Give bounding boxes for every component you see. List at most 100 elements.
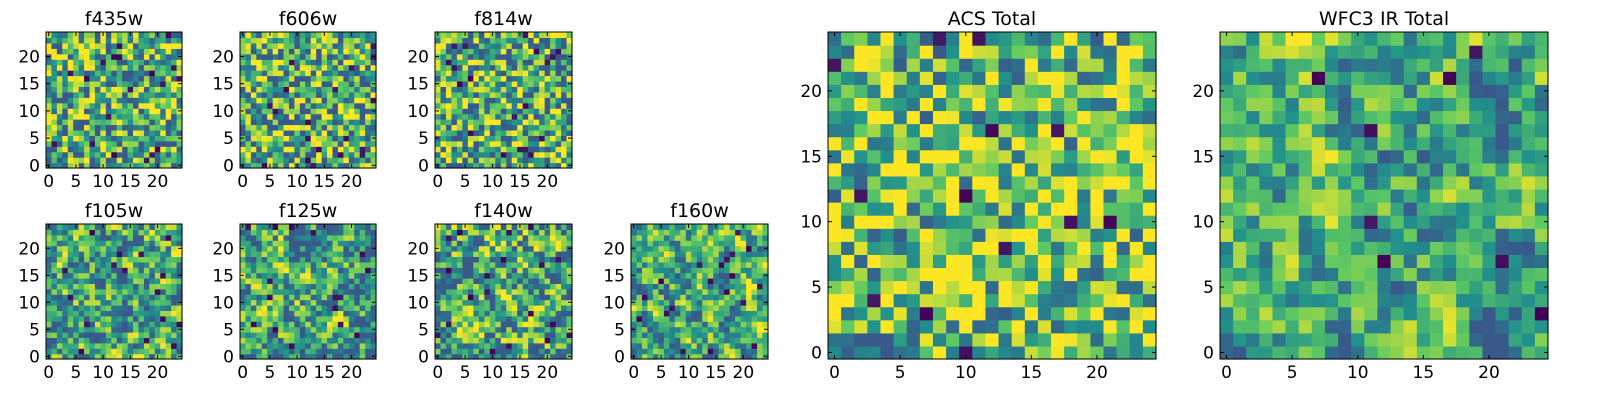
heatmap-cell [256,251,263,257]
heatmap-cell [751,251,758,257]
heatmap-cell [500,37,507,44]
heatmap-cell [456,294,463,301]
heatmap-cell [550,299,557,306]
heatmap-cell [138,42,145,49]
heatmap-cell [127,119,134,126]
heatmap-cell [674,305,681,311]
heatmap-cell [305,119,312,126]
heatmap-cell [828,188,842,203]
heatmap-cell [149,251,156,257]
heatmap-cell [299,151,306,158]
heatmap-cell [89,256,96,263]
heatmap-cell [51,64,58,71]
heatmap-cell [294,342,301,349]
heatmap-cell [337,332,344,338]
heatmap-cell [647,256,654,263]
heatmap-cell [278,162,285,169]
heatmap-cell [67,326,74,333]
heatmap-cell [462,119,469,126]
heatmap-cell [539,251,546,257]
heatmap-cell [67,37,74,44]
heatmap-cell [176,42,183,49]
heatmap-cell [511,294,518,301]
heatmap-cell [893,202,908,216]
heatmap-cell [62,337,69,344]
heatmap-cell [133,151,140,158]
heatmap-cell [1051,332,1065,347]
heatmap-cell [473,288,480,295]
heatmap-cell [149,305,156,311]
heatmap-cell [746,256,753,263]
heatmap-cell [522,32,529,39]
heatmap-cell [544,348,551,355]
heatmap-cell [998,306,1013,321]
heatmap-cell [348,129,355,136]
heatmap-cell [561,251,568,257]
heatmap-cell [566,146,573,153]
heatmap-cell [321,337,328,344]
heatmap-cell [294,245,301,252]
heatmap-cell [111,224,118,230]
heatmap-cell [122,261,129,268]
heatmap-cell [89,97,96,104]
heatmap-cell [321,42,328,49]
heatmap-cell [176,348,183,355]
heatmap-cell [533,157,540,164]
heatmap-cell [143,70,150,77]
heatmap-cell [528,310,535,317]
heatmap-cell [1051,175,1065,190]
heatmap-cell [906,228,921,242]
heatmap-cell [365,146,372,153]
heatmap-cell [283,310,290,317]
heatmap-cell [489,234,496,241]
heatmap-cell [321,245,328,252]
y-tick-label: 5 [223,320,234,340]
heatmap-cell [343,146,350,153]
heatmap-cell [94,53,101,60]
heatmap-cell [116,146,123,153]
heatmap-cell [550,129,557,136]
heatmap-cell [658,278,665,284]
heatmap-cell [84,278,91,284]
heatmap-cell [127,342,134,349]
heatmap-cell [149,80,156,87]
heatmap-cell [658,310,665,317]
x-tick-label: 20 [341,172,363,192]
heatmap-cell [445,315,453,322]
heatmap-cell [165,245,172,252]
heatmap-cell [729,272,736,279]
heatmap-cell [517,278,524,284]
heatmap-cell [528,278,535,284]
heatmap-cell [663,267,670,274]
heatmap-cell [561,326,568,333]
heatmap-cell [561,48,568,55]
heatmap-cell [89,278,96,284]
heatmap-cell [751,337,758,344]
heatmap-cell [78,245,85,252]
heatmap-cell [740,310,747,317]
heatmap-cell [294,283,301,290]
heatmap-cell [56,272,63,279]
heatmap-cell [544,310,551,317]
heatmap-cell [73,124,80,131]
heatmap-cell [73,326,80,333]
heatmap-cell [283,64,290,71]
heatmap-cell [550,229,557,236]
heatmap-cell [680,294,687,301]
heatmap-cell [94,315,101,322]
heatmap-cell [484,256,491,263]
heatmap-cell [56,113,63,120]
heatmap-cell [321,256,328,263]
heatmap-cell [473,151,480,158]
heatmap-cell [511,251,518,257]
heatmap-cell [473,294,480,301]
heatmap-cell [462,299,469,306]
y-tick-label: 10 [212,102,234,122]
heatmap-cell [267,272,274,279]
heatmap-cell [89,321,96,328]
heatmap-cell [467,80,474,87]
heatmap-cell [751,294,758,301]
heatmap-cell [143,267,150,274]
heatmap-cell [116,321,123,328]
heatmap-cell [555,59,562,66]
